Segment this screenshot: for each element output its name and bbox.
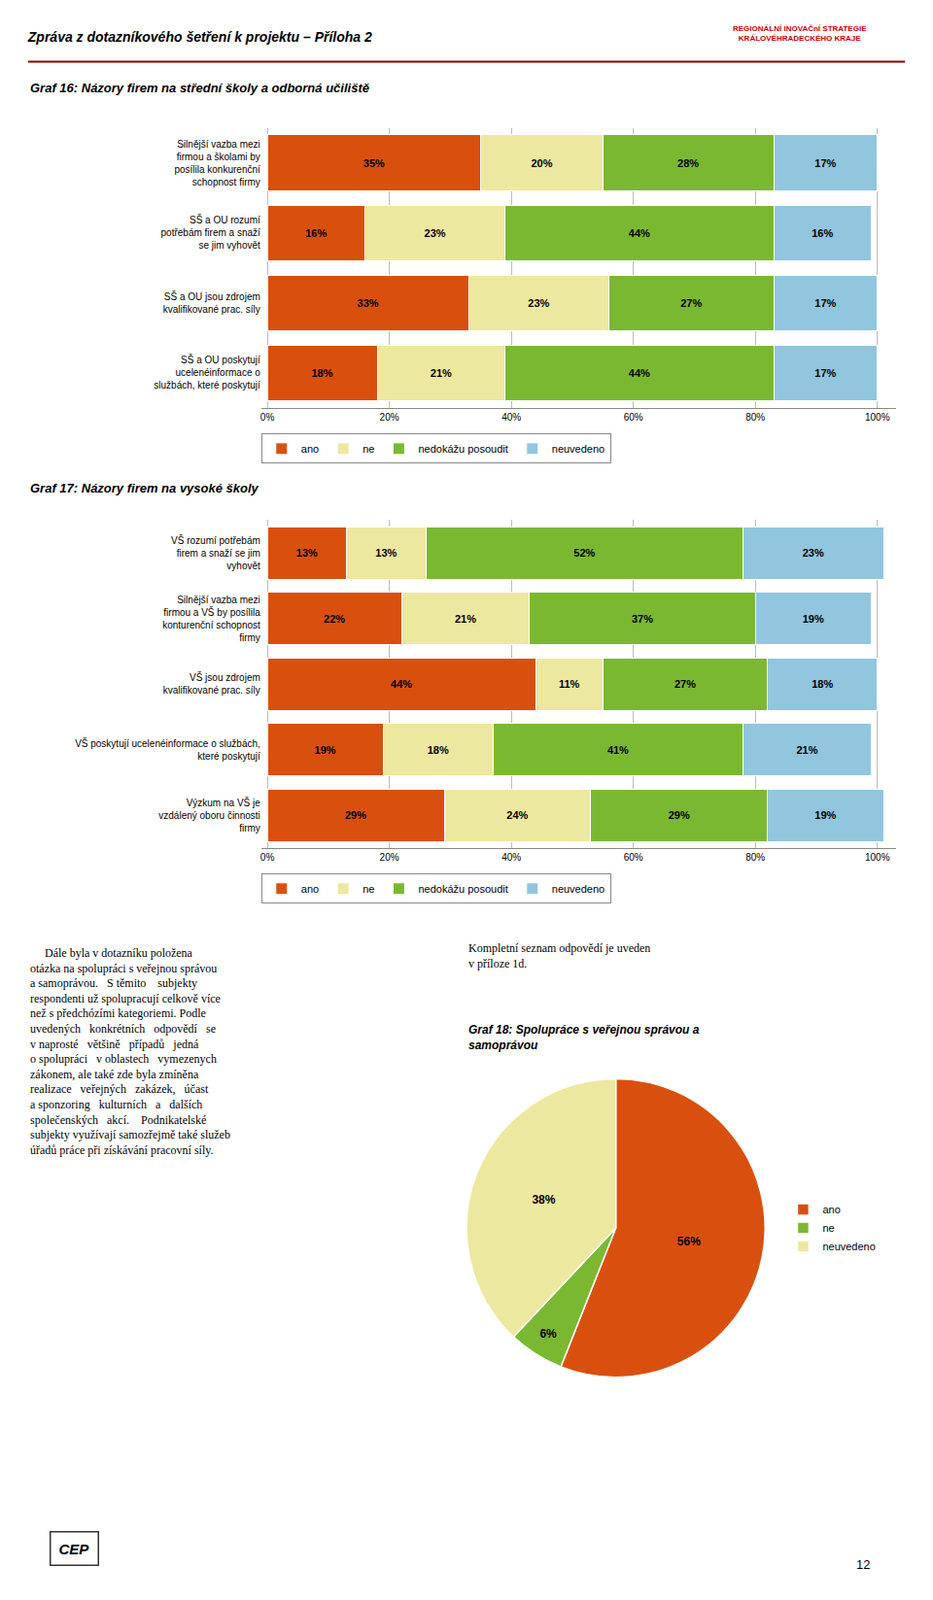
svg-text:17%: 17% bbox=[814, 367, 836, 380]
svg-text:6%: 6% bbox=[539, 1327, 557, 1342]
svg-text:REGIONÁLNÍ INOVAČnÍ STRATEGIEK: REGIONÁLNÍ INOVAČnÍ STRATEGIEKRÁLOVÉHRAD… bbox=[732, 24, 867, 43]
svg-text:Výzkum na VŠ jevzdálený oboru: Výzkum na VŠ jevzdálený oboru činnostifi… bbox=[158, 796, 261, 834]
svg-text:Silnější vazba mezifirmou a VŠ: Silnější vazba mezifirmou a VŠ by posíli… bbox=[162, 594, 261, 644]
svg-text:13%: 13% bbox=[296, 547, 318, 559]
svg-text:nedokážu posoudit: nedokážu posoudit bbox=[417, 443, 508, 455]
svg-text:23%: 23% bbox=[527, 297, 550, 310]
svg-text:ano: ano bbox=[301, 443, 319, 455]
svg-text:VŠ poskytují ucelenéinformace: VŠ poskytují ucelenéinformace o službách… bbox=[74, 737, 261, 762]
svg-text:12: 12 bbox=[856, 1557, 870, 1573]
svg-text:16%: 16% bbox=[811, 227, 833, 240]
svg-text:Graf 16: Názory firem na střed: Graf 16: Názory firem na střední školy a… bbox=[30, 80, 371, 96]
svg-text:ne: ne bbox=[362, 443, 375, 455]
svg-text:37%: 37% bbox=[631, 613, 654, 625]
svg-text:ano: ano bbox=[301, 883, 319, 896]
svg-text:SŠ a OU jsou zdrojemkvalifikov: SŠ a OU jsou zdrojemkvalifikované prac. … bbox=[163, 290, 261, 315]
svg-text:100%: 100% bbox=[864, 412, 891, 423]
svg-text:VŠ rozumí potřebámfirem a snaž: VŠ rozumí potřebámfirem a snaží se jimvy… bbox=[171, 534, 261, 572]
svg-text:21%: 21% bbox=[795, 744, 818, 757]
svg-text:40%: 40% bbox=[501, 412, 521, 423]
svg-text:13%: 13% bbox=[375, 547, 397, 559]
svg-text:19%: 19% bbox=[314, 744, 337, 757]
svg-text:17%: 17% bbox=[814, 297, 836, 310]
svg-text:ne: ne bbox=[362, 883, 375, 896]
svg-text:19%: 19% bbox=[814, 809, 836, 822]
svg-text:60%: 60% bbox=[623, 852, 644, 864]
svg-text:Kompletní seznam odpovědí je u: Kompletní seznam odpovědí je uvedenv pří… bbox=[468, 941, 651, 971]
svg-text:Graf 17: Názory firem na vysok: Graf 17: Názory firem na vysoké školy bbox=[30, 481, 260, 496]
svg-text:neuvedeno: neuvedeno bbox=[552, 443, 605, 455]
svg-text:nedokážu posoudit: nedokážu posoudit bbox=[417, 883, 508, 896]
svg-text:40%: 40% bbox=[501, 852, 521, 864]
svg-text:SŠ a OU rozumípotřebám firem a: SŠ a OU rozumípotřebám firem a snažíse j… bbox=[161, 213, 261, 251]
svg-text:44%: 44% bbox=[390, 678, 413, 691]
svg-text:80%: 80% bbox=[745, 412, 765, 423]
svg-text:ne: ne bbox=[822, 1222, 834, 1235]
svg-text:20%: 20% bbox=[380, 412, 400, 423]
svg-text:44%: 44% bbox=[628, 367, 651, 380]
svg-text:29%: 29% bbox=[668, 809, 691, 822]
svg-text:VŠ jsou zdrojemkvalifikované p: VŠ jsou zdrojemkvalifikované prac. síly bbox=[163, 671, 261, 696]
svg-text:17%: 17% bbox=[814, 157, 836, 170]
svg-text:18%: 18% bbox=[311, 367, 333, 380]
svg-text:44%: 44% bbox=[628, 227, 651, 240]
svg-text:19%: 19% bbox=[802, 613, 825, 625]
svg-text:Dále byla v dotazníku položena: Dále byla v dotazníku položenaotázka na … bbox=[30, 946, 231, 1158]
svg-text:38%: 38% bbox=[531, 1193, 555, 1208]
svg-text:CEP: CEP bbox=[59, 1541, 91, 1558]
svg-text:ano: ano bbox=[822, 1204, 840, 1216]
svg-text:23%: 23% bbox=[424, 227, 447, 240]
svg-text:Graf 18: Spolupráce s veřejnou: Graf 18: Spolupráce s veřejnou správou a… bbox=[468, 1023, 700, 1053]
svg-text:neuvedeno: neuvedeno bbox=[822, 1241, 875, 1253]
svg-text:41%: 41% bbox=[607, 744, 629, 757]
svg-text:27%: 27% bbox=[680, 297, 702, 310]
svg-text:16%: 16% bbox=[305, 227, 327, 240]
svg-text:SŠ a OU poskytujíucelenéinform: SŠ a OU poskytujíucelenéinformace oslužb… bbox=[153, 353, 261, 391]
svg-text:35%: 35% bbox=[363, 157, 385, 170]
svg-text:28%: 28% bbox=[677, 157, 699, 170]
svg-text:0%: 0% bbox=[260, 852, 276, 864]
svg-text:20%: 20% bbox=[530, 157, 553, 170]
svg-text:20%: 20% bbox=[380, 852, 400, 864]
svg-text:24%: 24% bbox=[506, 809, 528, 822]
svg-text:80%: 80% bbox=[745, 852, 765, 864]
svg-text:Zpráva z dotazníkového šetření: Zpráva z dotazníkového šetření k projekt… bbox=[27, 29, 373, 45]
svg-text:56%: 56% bbox=[677, 1235, 701, 1249]
svg-text:27%: 27% bbox=[674, 678, 696, 691]
svg-text:Silnější vazba mezifirmou a šk: Silnější vazba mezifirmou a školami bypo… bbox=[173, 138, 261, 188]
svg-text:60%: 60% bbox=[623, 412, 644, 423]
svg-text:11%: 11% bbox=[558, 678, 581, 691]
svg-text:52%: 52% bbox=[573, 547, 595, 559]
svg-text:100%: 100% bbox=[864, 852, 891, 864]
svg-text:21%: 21% bbox=[454, 613, 477, 625]
svg-text:33%: 33% bbox=[357, 297, 380, 310]
svg-text:29%: 29% bbox=[345, 809, 367, 822]
svg-text:21%: 21% bbox=[430, 367, 452, 380]
svg-text:18%: 18% bbox=[811, 678, 833, 691]
svg-text:neuvedeno: neuvedeno bbox=[552, 883, 605, 896]
svg-text:0%: 0% bbox=[260, 412, 276, 423]
svg-text:23%: 23% bbox=[802, 547, 825, 559]
svg-text:18%: 18% bbox=[427, 744, 450, 757]
svg-text:22%: 22% bbox=[323, 613, 346, 625]
